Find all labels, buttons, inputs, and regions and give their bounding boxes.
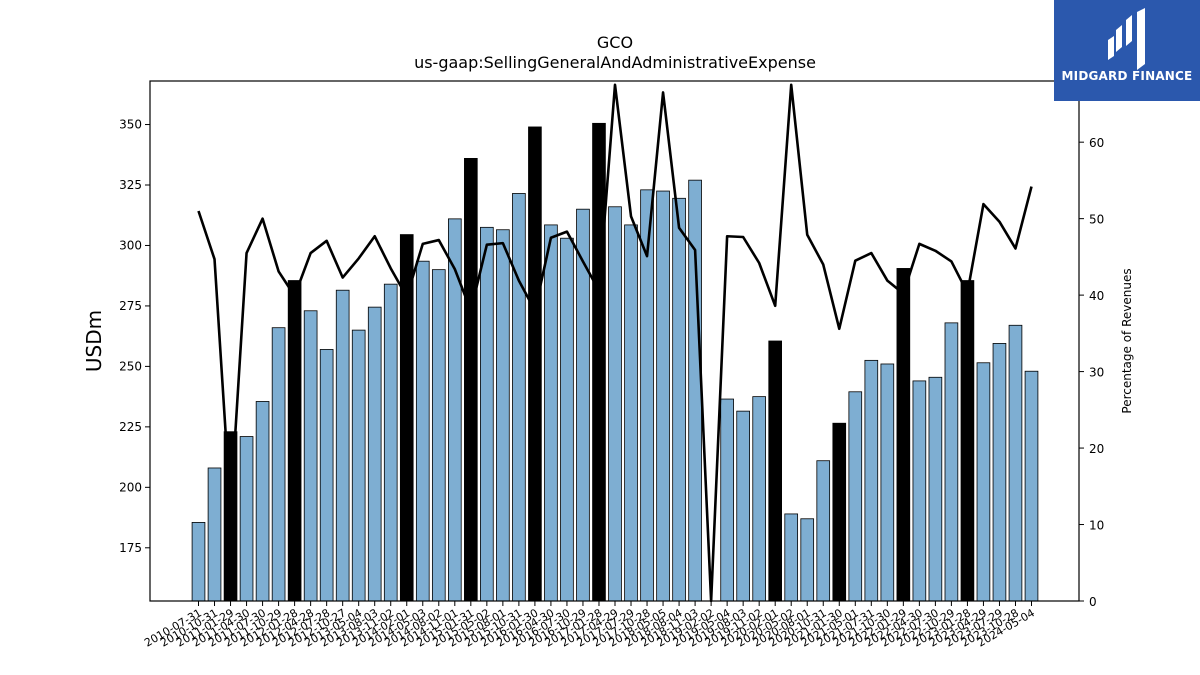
y-tick-label: 250 <box>119 359 142 373</box>
bar <box>912 380 927 602</box>
bar <box>447 218 462 602</box>
y-axis-label: USDm <box>82 310 106 372</box>
bar <box>191 522 206 602</box>
bar <box>319 349 334 602</box>
line-series <box>197 83 1033 603</box>
bar <box>720 398 734 602</box>
percentage-line <box>197 83 1033 603</box>
bar <box>960 280 975 602</box>
bar <box>832 422 847 602</box>
bar <box>480 226 494 602</box>
chart-subtitle: us-gaap:SellingGeneralAndAdministrativeE… <box>414 53 816 72</box>
y-right-tick-label: 20 <box>1089 442 1104 456</box>
bar <box>207 467 222 602</box>
bar <box>351 329 366 602</box>
x-axis: 2010-07-312010-10-312011-01-292011-04-30… <box>142 601 1037 650</box>
bar <box>592 122 606 602</box>
bar <box>496 229 510 602</box>
bar-series <box>191 122 1039 602</box>
bar <box>1008 324 1023 602</box>
bar <box>528 126 542 602</box>
bar <box>303 310 318 602</box>
bar <box>672 197 686 602</box>
bar <box>768 340 783 602</box>
bar <box>287 280 302 602</box>
bar <box>544 224 558 602</box>
bar <box>880 363 895 602</box>
bar <box>656 190 670 602</box>
bar <box>608 206 622 602</box>
bar <box>624 224 638 602</box>
bar <box>816 460 831 602</box>
y-right-tick-label: 60 <box>1089 136 1104 150</box>
bar <box>560 237 574 602</box>
y-tick-label: 325 <box>119 178 142 192</box>
bar <box>512 193 526 602</box>
bar <box>271 327 286 602</box>
bar <box>944 322 959 602</box>
bar <box>383 283 398 602</box>
logo-text: MIDGARD FINANCE <box>1061 69 1193 83</box>
bar <box>992 343 1007 602</box>
y-right-tick-label: 30 <box>1089 366 1104 380</box>
bar <box>367 306 382 602</box>
y-tick-label: 275 <box>119 299 142 313</box>
bar <box>464 157 478 602</box>
bar <box>896 268 911 602</box>
y-tick-label: 350 <box>119 118 142 132</box>
y-right-tick-label: 40 <box>1089 289 1104 303</box>
brand-logo: MIDGARD FINANCE <box>1054 0 1200 101</box>
bar <box>784 513 799 602</box>
bar <box>415 260 430 602</box>
y-tick-label: 300 <box>119 238 142 252</box>
bar <box>335 289 350 602</box>
y-axis-right-label: Percentage of Revenues <box>1120 268 1134 413</box>
bar <box>928 376 943 602</box>
bar <box>864 359 879 602</box>
bar <box>239 436 254 602</box>
bar <box>255 401 270 602</box>
bar <box>736 410 750 602</box>
bar <box>1024 370 1039 602</box>
y-tick-label: 175 <box>119 541 142 555</box>
bar <box>848 391 863 602</box>
y-tick-label: 200 <box>119 480 142 494</box>
chart-title: GCO <box>597 33 633 52</box>
y-tick-label: 225 <box>119 420 142 434</box>
y-right-tick-label: 0 <box>1089 595 1097 609</box>
y-right-tick-label: 50 <box>1089 213 1104 227</box>
bar <box>431 269 446 602</box>
logo-mark-icon <box>1108 8 1145 70</box>
y-axis-right: 0 10 20 30 40 50 60 <box>1079 136 1104 609</box>
y-axis-left: 175 200 225 250 275 300 325 350 <box>119 118 150 555</box>
bar <box>800 518 815 602</box>
bar <box>976 362 991 602</box>
y-right-tick-label: 10 <box>1089 519 1104 533</box>
bar <box>752 396 766 602</box>
